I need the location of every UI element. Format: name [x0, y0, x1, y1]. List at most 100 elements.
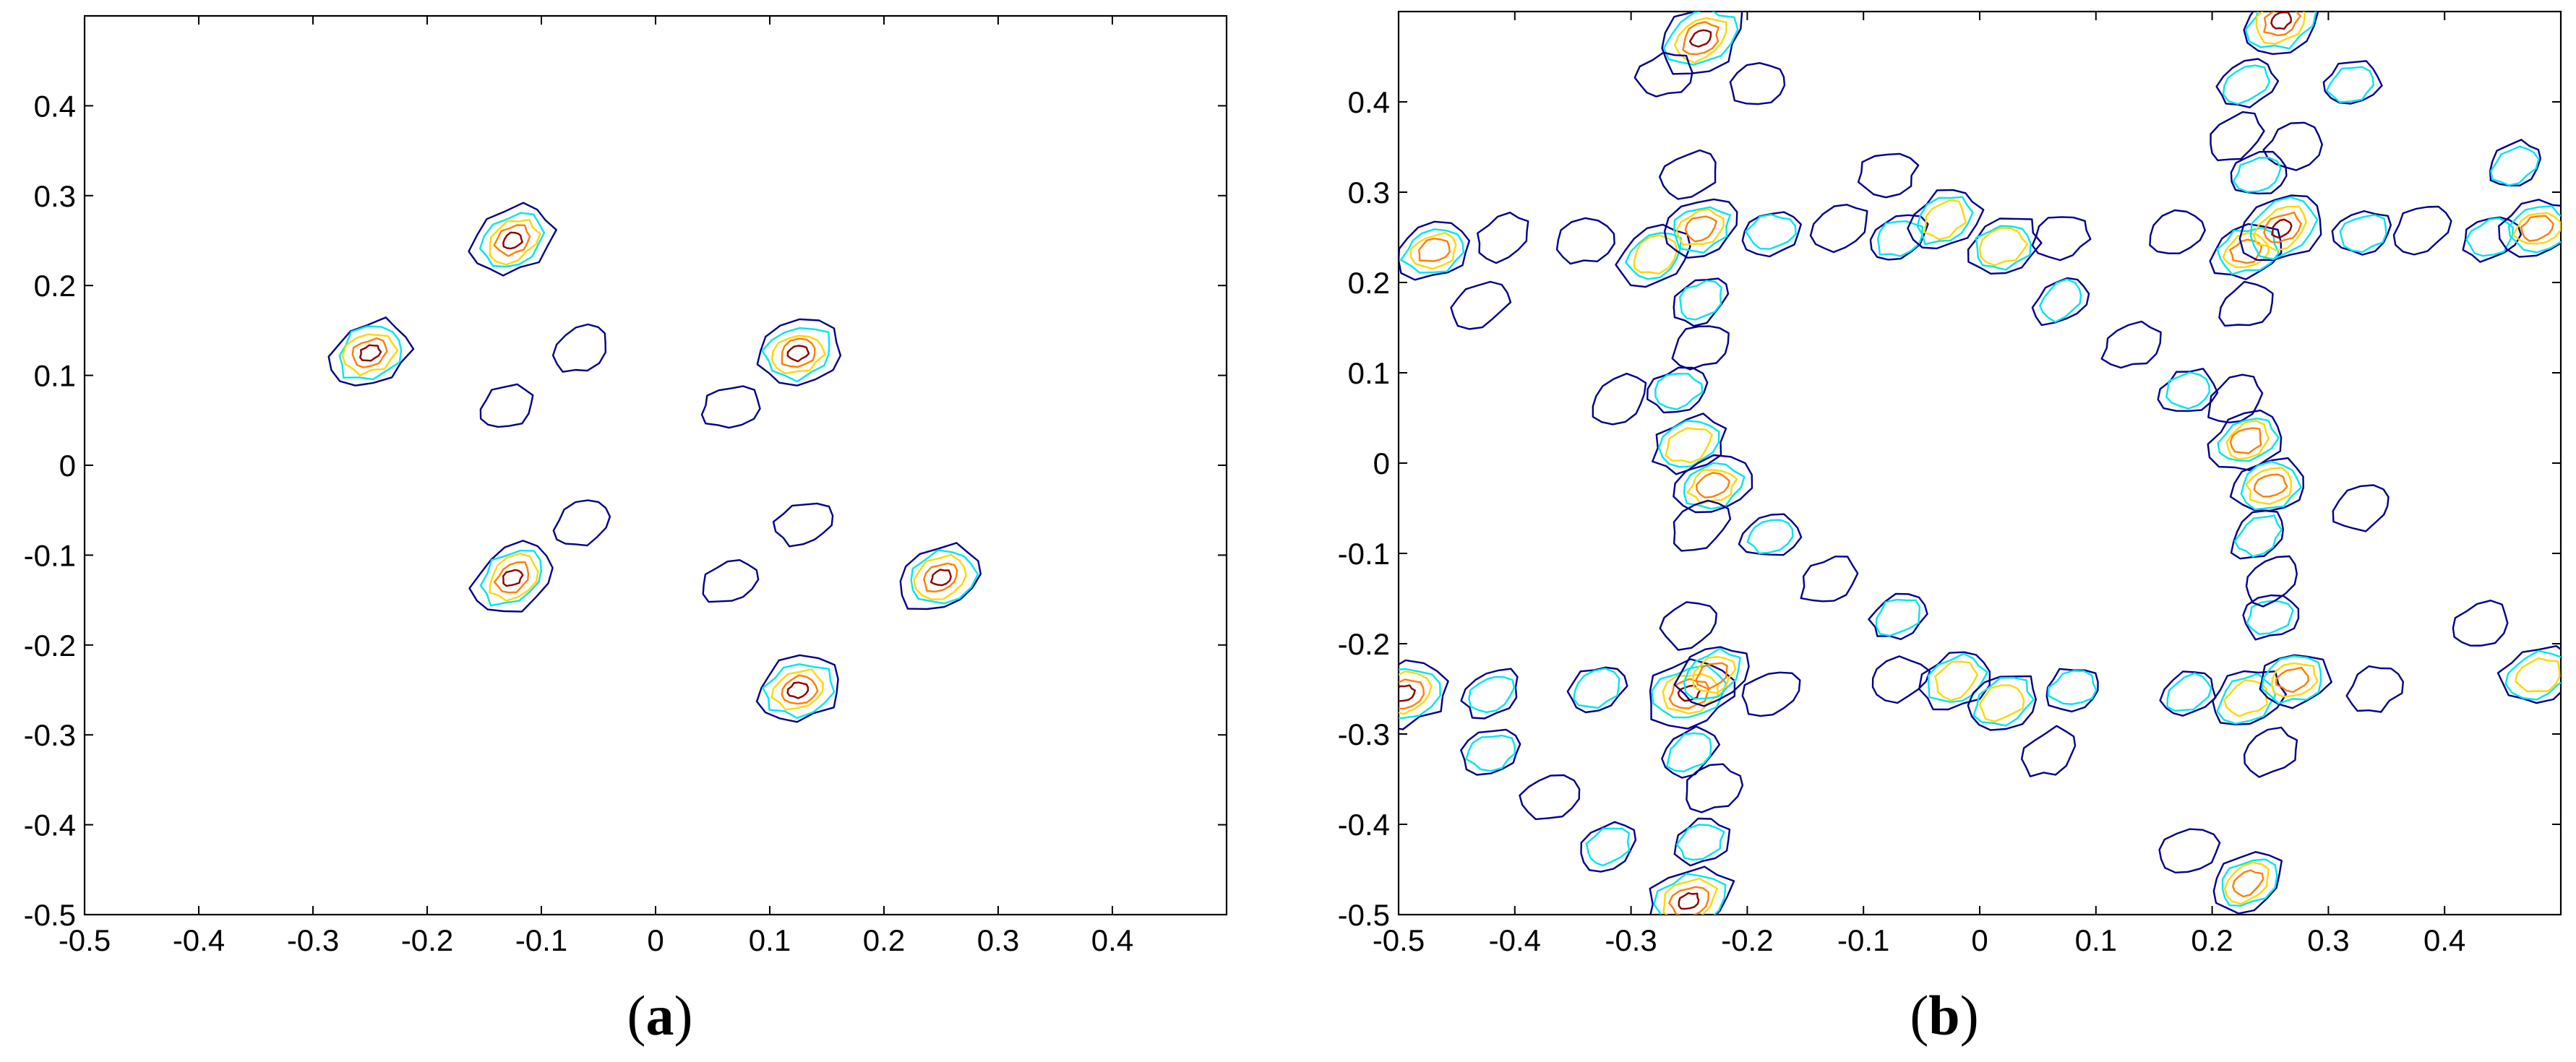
- contour-line-level-1: [1633, 51, 1693, 98]
- contour-peak: [2031, 277, 2090, 327]
- contour-line-level-2: [1666, 732, 1712, 773]
- contour-line-level-1: [2331, 210, 2392, 256]
- y-tick-label: -0.3: [1338, 717, 1390, 751]
- x-tick-label: -0.2: [401, 923, 453, 957]
- contour-peak: [772, 502, 834, 548]
- contour-line-level-2: [1662, 12, 1739, 66]
- contour-line-level-1: [468, 540, 554, 613]
- contour-line-level-2: [2047, 670, 2098, 705]
- y-tick-label: 0.4: [1348, 85, 1390, 119]
- contour-line-level-4: [1695, 662, 1728, 690]
- x-tick-label: 0: [647, 923, 664, 957]
- contour-line-level-1: [2031, 216, 2092, 262]
- contour-line-level-1: [1741, 211, 1802, 258]
- contour-line-level-5: [502, 569, 524, 587]
- contour-line-level-4: [2253, 473, 2288, 498]
- contour-peak: [1460, 668, 1519, 720]
- contour-line-level-2: [2216, 673, 2276, 725]
- contour-line-level-2: [2217, 418, 2280, 462]
- contour-line-level-1: [2229, 457, 2304, 512]
- contour-line-level-4: [493, 561, 530, 594]
- y-tick-label: 0.2: [1348, 266, 1390, 300]
- contour-peak: [2238, 194, 2322, 261]
- contour-line-level-1: [1967, 675, 2037, 731]
- contour-peak: [551, 323, 606, 373]
- contour-peak: [1399, 220, 1471, 281]
- contour-line-level-1: [1868, 592, 1928, 640]
- contour-line-level-1: [1673, 454, 1753, 514]
- contour-peak: [1857, 152, 1920, 199]
- contour-peak: [1741, 671, 1801, 717]
- y-tick-label: -0.1: [24, 538, 76, 572]
- y-tick-label: -0.5: [1338, 898, 1390, 932]
- contour-line-level-5: [929, 569, 952, 587]
- contour-peak: [756, 318, 842, 387]
- contour-line-level-1: [2207, 374, 2264, 423]
- x-tick-label: 0.4: [2423, 923, 2465, 957]
- contour-line-level-1: [2498, 199, 2561, 258]
- contour-peak: [1729, 62, 1786, 105]
- contour-line-level-5: [786, 345, 810, 363]
- contour-peak: [552, 499, 611, 547]
- contour-line-level-4: [2263, 212, 2302, 243]
- y-tick-label: -0.5: [24, 898, 76, 932]
- contour-line-level-3: [1686, 469, 1738, 505]
- contour-peak: [2262, 121, 2323, 171]
- contour-peak: [1869, 214, 1929, 261]
- contour-line-level-1: [1671, 325, 1730, 371]
- contour-peak: [2157, 368, 2219, 413]
- contour-peak: [1868, 592, 1928, 640]
- contour-line-level-5: [1678, 892, 1700, 910]
- contour-line-level-2: [2223, 64, 2271, 105]
- contour-line-level-2: [1679, 280, 1722, 321]
- contour-line-level-1: [1580, 821, 1637, 873]
- contour-line-level-1: [2158, 828, 2221, 873]
- contour-peak: [2215, 58, 2280, 108]
- contour-line-level-1: [1652, 413, 1727, 475]
- contour-peak: [468, 540, 554, 613]
- contour-peak: [2149, 209, 2206, 254]
- contour-peak: [2259, 654, 2332, 709]
- contour-line-level-3: [1665, 427, 1713, 464]
- contour-peak: [1671, 325, 1730, 371]
- contour-line-level-2: [2249, 196, 2319, 260]
- contour-peak: [2230, 150, 2288, 195]
- contour-peak: [2045, 668, 2099, 713]
- contour-peak: [2230, 509, 2284, 560]
- contour-peak: [700, 385, 761, 429]
- contour-peak: [1566, 666, 1628, 714]
- contour-line-level-2: [1875, 598, 1921, 637]
- x-tick-label: -0.4: [173, 923, 225, 957]
- contour-line-level-1: [479, 383, 534, 428]
- contour-line-level-2: [2325, 66, 2374, 103]
- contour-line-level-1: [2215, 58, 2280, 108]
- contour-line-level-2: [910, 549, 979, 605]
- contour-line-level-4: [781, 337, 816, 368]
- panel-a-letter: a: [646, 984, 674, 1047]
- contour-peak: [1686, 763, 1744, 813]
- contour-line-level-1: [1399, 220, 1471, 281]
- panel-b-label: (b): [1910, 984, 1978, 1047]
- x-tick-label: 0.4: [1091, 923, 1133, 957]
- contour-line-level-3: [1691, 655, 1737, 694]
- contour-line-level-2: [1399, 668, 1441, 720]
- contour-peak: [2207, 409, 2283, 472]
- contour-line-level-1: [1661, 12, 1743, 75]
- contour-peak: [1615, 223, 1691, 288]
- contour-line-level-2: [1625, 232, 1682, 280]
- contour-peak: [2243, 12, 2319, 55]
- panel-b-letter: b: [1928, 984, 1959, 1047]
- contour-line-level-4: [1682, 21, 1720, 56]
- contour-line-level-4: [1668, 886, 1709, 915]
- contour-peak: [1673, 817, 1731, 867]
- contour-line-level-2: [2261, 655, 2322, 704]
- x-tick-label: -0.3: [1605, 923, 1657, 957]
- contour-line-level-3: [1934, 660, 1979, 701]
- contour-line-level-1: [2489, 139, 2542, 186]
- contour-line-level-3: [1923, 199, 1967, 241]
- y-tick-label: 0.3: [34, 179, 76, 213]
- contour-line-level-1: [2262, 121, 2323, 171]
- contour-line-level-5: [1688, 29, 1712, 48]
- contour-peak: [2031, 216, 2092, 262]
- contour-line-level-4: [351, 337, 388, 368]
